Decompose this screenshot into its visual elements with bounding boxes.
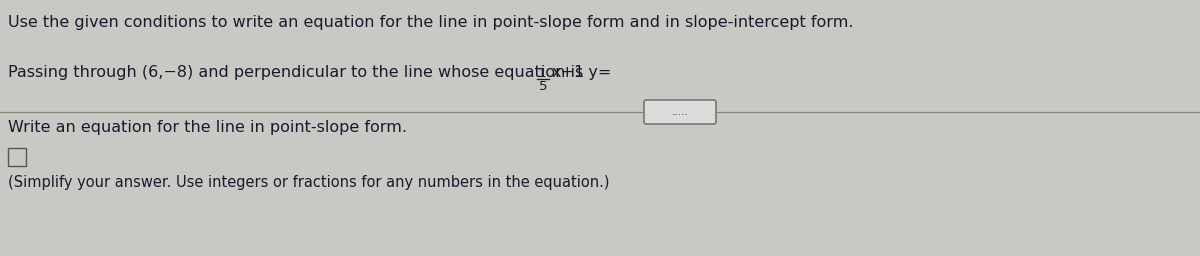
Text: Passing through (6,−8) and perpendicular to the line whose equation is y=: Passing through (6,−8) and perpendicular… — [8, 65, 611, 80]
Text: 1: 1 — [538, 67, 546, 80]
Text: Use the given conditions to write an equation for the line in point-slope form a: Use the given conditions to write an equ… — [8, 15, 853, 30]
Text: x+1: x+1 — [552, 65, 586, 80]
FancyBboxPatch shape — [644, 100, 716, 124]
Text: .....: ..... — [672, 107, 689, 117]
Text: (Simplify your answer. Use integers or fractions for any numbers in the equation: (Simplify your answer. Use integers or f… — [8, 175, 610, 190]
Text: Write an equation for the line in point-slope form.: Write an equation for the line in point-… — [8, 120, 407, 135]
FancyBboxPatch shape — [8, 148, 26, 166]
Text: 5: 5 — [539, 80, 547, 93]
